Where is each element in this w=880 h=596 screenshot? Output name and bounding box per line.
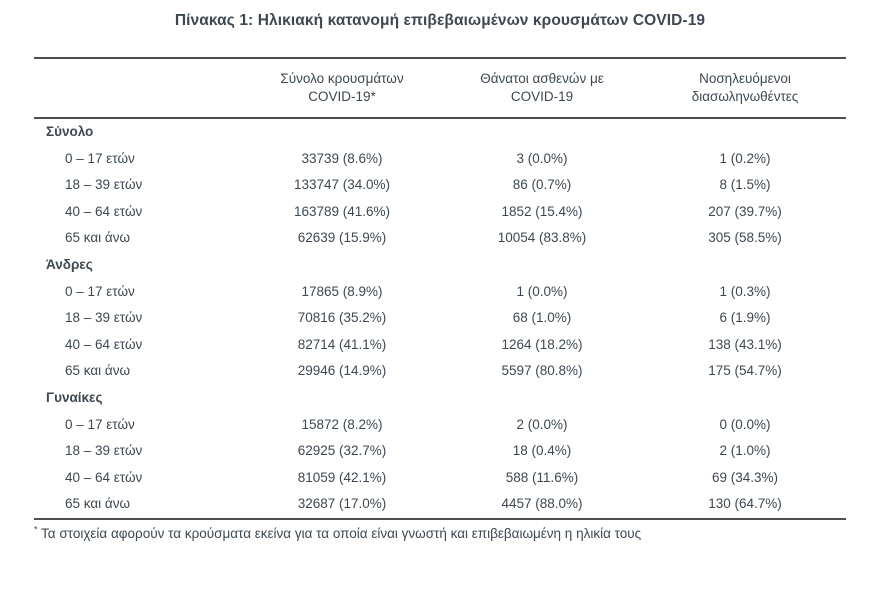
table-row: 40 – 64 ετών 82714 (41.1%) 1264 (18.2%) … <box>34 332 846 359</box>
table-row: 0 – 17 ετών 33739 (8.6%) 3 (0.0%) 1 (0.2… <box>34 146 846 173</box>
table-footnote: * Τα στοιχεία αφορούν τα κρούσματα εκείν… <box>34 525 846 543</box>
column-header-cases: Σύνολο κρουσμάτων COVID-19* <box>244 58 440 119</box>
age-label: 40 – 64 ετών <box>65 203 143 219</box>
table-row: 0 – 17 ετών 17865 (8.9%) 1 (0.0%) 1 (0.3… <box>34 279 846 306</box>
deaths-value: 4457 (88.0%) <box>501 496 583 512</box>
table-body: Σύνολο 0 – 17 ετών 33739 (8.6%) 3 (0.0%)… <box>34 118 846 519</box>
deaths-value: 2 (0.0%) <box>516 416 568 432</box>
intubated-value: 175 (54.7%) <box>708 363 782 379</box>
column-header-intubated: Νοσηλευόμενοι διασωληνωθέντες <box>644 58 846 119</box>
footnote-marker: * <box>34 524 38 535</box>
age-label: 18 – 39 ετών <box>65 443 143 459</box>
column-header-deaths: Θάνατοι ασθενών με COVID-19 <box>440 58 644 119</box>
table-row: 18 – 39 ετών 70816 (35.2%) 68 (1.0%) 6 (… <box>34 305 846 332</box>
page-title: Πίνακας 1: Ηλικιακή κατανομή επιβεβαιωμέ… <box>174 12 706 29</box>
intubated-value: 1 (0.3%) <box>719 283 771 299</box>
intubated-value: 0 (0.0%) <box>719 416 771 432</box>
deaths-value: 1 (0.0%) <box>516 283 568 299</box>
intubated-value: 130 (64.7%) <box>708 496 782 512</box>
deaths-value: 10054 (83.8%) <box>497 230 587 246</box>
cases-value: 17865 (8.9%) <box>301 283 383 299</box>
intubated-value: 6 (1.9%) <box>719 310 771 326</box>
intubated-value: 1 (0.2%) <box>719 150 771 166</box>
deaths-value: 5597 (80.8%) <box>501 363 583 379</box>
table-row: 18 – 39 ετών 133747 (34.0%) 86 (0.7%) 8 … <box>34 172 846 199</box>
column-header-empty <box>34 58 244 119</box>
cases-value: 163789 (41.6%) <box>293 203 391 219</box>
footnote-text: Τα στοιχεία αφορούν τα κρούσματα εκείνα … <box>41 525 642 541</box>
table-section-row: Άνδρες <box>34 252 846 279</box>
cases-value: 70816 (35.2%) <box>297 310 387 326</box>
deaths-value: 1264 (18.2%) <box>501 336 583 352</box>
intubated-value: 2 (1.0%) <box>719 443 771 459</box>
deaths-value: 3 (0.0%) <box>516 150 568 166</box>
age-label: 18 – 39 ετών <box>65 310 143 326</box>
column-header-cases-line2: COVID-19* <box>308 89 376 104</box>
table-row: 18 – 39 ετών 62925 (32.7%) 18 (0.4%) 2 (… <box>34 438 846 465</box>
intubated-value: 8 (1.5%) <box>719 177 771 193</box>
table-row: 65 και άνω 32687 (17.0%) 4457 (88.0%) 13… <box>34 491 846 519</box>
age-label: 65 και άνω <box>65 230 131 246</box>
cases-value: 62639 (15.9%) <box>297 230 387 246</box>
cases-value: 81059 (42.1%) <box>297 469 387 485</box>
age-label: 0 – 17 ετών <box>65 150 135 166</box>
deaths-value: 588 (11.6%) <box>505 469 579 485</box>
intubated-value: 305 (58.5%) <box>708 230 782 246</box>
section-label: Σύνολο <box>46 124 94 139</box>
table-row: 40 – 64 ετών 163789 (41.6%) 1852 (15.4%)… <box>34 199 846 226</box>
age-label: 65 και άνω <box>65 496 131 512</box>
table-row: 0 – 17 ετών 15872 (8.2%) 2 (0.0%) 0 (0.0… <box>34 412 846 439</box>
column-header-deaths-line1: Θάνατοι ασθενών με <box>480 71 604 86</box>
deaths-value: 86 (0.7%) <box>512 177 572 193</box>
age-label: 0 – 17 ετών <box>65 283 135 299</box>
intubated-value: 207 (39.7%) <box>708 203 782 219</box>
cases-value: 15872 (8.2%) <box>301 416 383 432</box>
age-label: 18 – 39 ετών <box>65 177 143 193</box>
age-distribution-table: Σύνολο κρουσμάτων COVID-19* Θάνατοι ασθε… <box>34 57 846 520</box>
table-section-row: Γυναίκες <box>34 385 846 412</box>
cases-value: 33739 (8.6%) <box>301 150 383 166</box>
table-row: 65 και άνω 29946 (14.9%) 5597 (80.8%) 17… <box>34 358 846 385</box>
table-row: 65 και άνω 62639 (15.9%) 10054 (83.8%) 3… <box>34 225 846 252</box>
column-header-intubated-line2: διασωληνωθέντες <box>691 89 799 104</box>
section-label: Άνδρες <box>46 256 93 272</box>
column-header-cases-line1: Σύνολο κρουσμάτων <box>280 71 404 86</box>
age-label: 40 – 64 ετών <box>65 336 143 352</box>
cases-value: 82714 (41.1%) <box>297 336 387 352</box>
table-row: 40 – 64 ετών 81059 (42.1%) 588 (11.6%) 6… <box>34 465 846 492</box>
cases-value: 29946 (14.9%) <box>297 363 387 379</box>
table-header-row: Σύνολο κρουσμάτων COVID-19* Θάνατοι ασθε… <box>34 58 846 119</box>
table-section-row: Σύνολο <box>34 118 846 146</box>
deaths-value: 18 (0.4%) <box>512 443 572 459</box>
intubated-value: 69 (34.3%) <box>711 469 779 485</box>
column-header-intubated-line1: Νοσηλευόμενοι <box>699 71 791 86</box>
intubated-value: 138 (43.1%) <box>708 336 782 352</box>
age-label: 0 – 17 ετών <box>65 416 135 432</box>
section-label: Γυναίκες <box>46 389 103 405</box>
cases-value: 32687 (17.0%) <box>297 496 387 512</box>
age-label: 40 – 64 ετών <box>65 469 143 485</box>
age-label: 65 και άνω <box>65 363 131 379</box>
deaths-value: 68 (1.0%) <box>512 310 572 326</box>
column-header-deaths-line2: COVID-19 <box>510 89 574 104</box>
cases-value: 133747 (34.0%) <box>293 177 391 193</box>
table-header: Σύνολο κρουσμάτων COVID-19* Θάνατοι ασθε… <box>34 58 846 119</box>
deaths-value: 1852 (15.4%) <box>501 203 583 219</box>
cases-value: 62925 (32.7%) <box>297 443 387 459</box>
